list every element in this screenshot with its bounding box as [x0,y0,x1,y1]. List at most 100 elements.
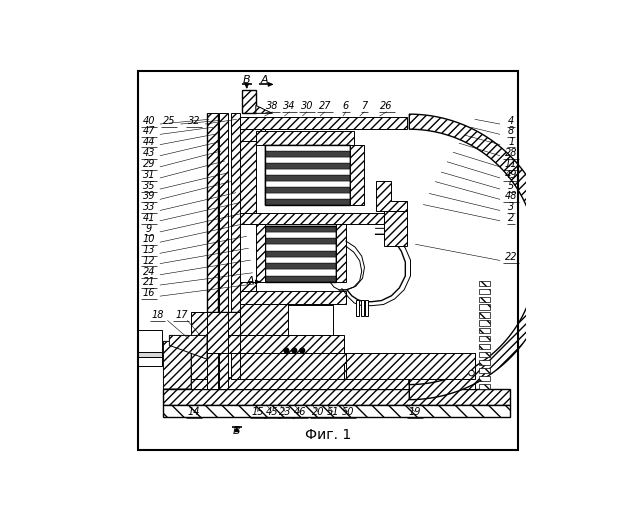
Text: 50: 50 [342,407,354,417]
Text: 33: 33 [143,202,155,213]
Bar [479,360,490,365]
Text: 24: 24 [143,267,155,277]
Bar [479,313,490,318]
Text: 22: 22 [505,252,518,263]
Polygon shape [346,353,475,379]
Text: 46: 46 [294,407,307,417]
Text: 44: 44 [143,136,155,147]
Text: 40: 40 [143,116,155,126]
Text: Фиг. 1: Фиг. 1 [305,428,351,442]
Text: 48: 48 [505,192,518,201]
Text: 26: 26 [380,101,393,111]
Polygon shape [350,145,364,204]
Text: 17: 17 [175,311,188,320]
Text: 18: 18 [151,311,164,320]
Bar [138,330,163,357]
Polygon shape [240,353,475,379]
Bar [479,352,490,357]
Polygon shape [376,181,407,211]
Polygon shape [240,116,407,129]
Bar [479,297,490,302]
Text: 10: 10 [143,234,155,244]
Text: 32: 32 [188,116,200,126]
Polygon shape [207,377,475,389]
Polygon shape [228,312,240,335]
Polygon shape [336,225,346,282]
Text: 45: 45 [266,407,278,417]
Text: 1: 1 [508,136,515,147]
Text: 16: 16 [143,288,155,298]
Text: 7: 7 [362,101,367,111]
Polygon shape [256,106,273,113]
Polygon shape [264,251,336,257]
Text: B: B [243,75,250,84]
Text: 4: 4 [508,116,515,126]
Polygon shape [264,199,350,204]
Text: 5: 5 [508,181,515,191]
Bar [138,352,163,357]
Polygon shape [264,175,350,181]
Text: 8: 8 [508,126,515,136]
Polygon shape [264,169,350,175]
Polygon shape [264,181,350,187]
Polygon shape [240,291,346,304]
Polygon shape [207,312,228,353]
Text: 23: 23 [279,407,292,417]
Text: A: A [247,276,255,286]
Text: 12: 12 [143,255,155,266]
Bar [479,376,490,381]
Bar [479,384,490,389]
Text: 38: 38 [266,101,279,111]
Polygon shape [264,145,350,151]
Polygon shape [264,187,350,193]
Bar [360,300,364,316]
Text: 41: 41 [143,213,155,223]
Circle shape [292,348,297,353]
Text: B: B [233,426,241,436]
Text: 13: 13 [143,245,155,255]
Text: 31: 31 [143,170,155,180]
Bar [479,288,490,294]
Circle shape [300,348,305,353]
Polygon shape [264,269,336,276]
Polygon shape [264,244,336,251]
Polygon shape [207,113,218,389]
Text: 39: 39 [143,192,155,201]
Polygon shape [163,389,511,405]
Polygon shape [191,312,207,379]
Text: 28: 28 [505,148,518,158]
Polygon shape [228,335,240,353]
Bar [365,300,369,316]
Bar [356,300,359,316]
Polygon shape [410,114,552,400]
Text: A: A [260,75,268,84]
Polygon shape [240,335,344,353]
Polygon shape [264,226,336,232]
Polygon shape [240,304,289,335]
Text: 15: 15 [252,407,264,417]
Polygon shape [264,263,336,269]
Text: 9: 9 [146,224,152,234]
Text: 47: 47 [143,126,155,136]
Polygon shape [256,225,264,282]
Polygon shape [264,257,336,263]
Bar [138,357,163,366]
Polygon shape [240,129,264,141]
Polygon shape [256,131,354,145]
Polygon shape [163,341,191,389]
Bar [479,336,490,341]
Polygon shape [242,90,256,113]
Circle shape [468,370,474,376]
Text: 29: 29 [143,159,155,169]
Text: 20: 20 [312,407,324,417]
Text: 3: 3 [508,202,515,213]
Polygon shape [264,238,336,244]
Bar [479,320,490,325]
Polygon shape [231,113,240,379]
Polygon shape [170,335,207,359]
Polygon shape [264,163,350,169]
Bar [479,344,490,349]
Polygon shape [219,113,228,389]
Polygon shape [240,141,256,218]
Bar [264,226,336,282]
